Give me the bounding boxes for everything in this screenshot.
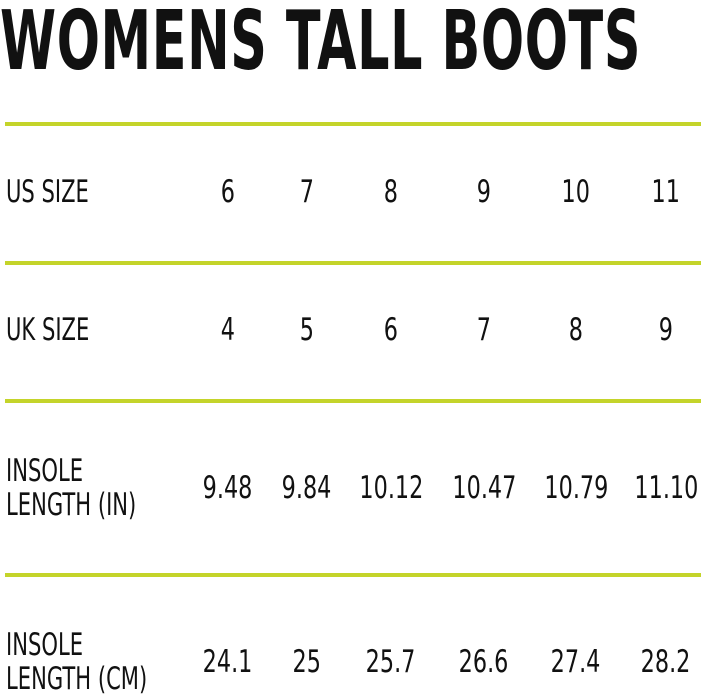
table-cell: 9.48 [168,471,288,505]
cell-value: 25.7 [366,644,416,680]
row-divider [5,122,701,126]
table-cell: 7 [247,175,367,209]
row-label-line: INSOLE [6,453,84,489]
cell-value: 26.6 [459,644,509,680]
table-cell: 10 [516,175,636,209]
table-cell: 9 [424,175,544,209]
cell-value: 11 [651,174,681,210]
table-cell: 10.47 [424,471,544,505]
row-label-line: UK SIZE [6,312,90,348]
cell-value: 10.79 [544,470,608,506]
row-label: INSOLE LENGTH (CM) [6,628,147,696]
cell-value: 6 [383,312,399,348]
table-cell: 9 [606,313,702,347]
table-cell: 25.7 [331,645,451,679]
cell-value: 9 [658,312,674,348]
cell-value: 28.2 [641,644,691,680]
cell-value: 10.12 [359,470,423,506]
table-cell: 27.4 [516,645,636,679]
table-cell: 8 [516,313,636,347]
table-cell: 10.12 [331,471,451,505]
table-cell: 28.2 [606,645,702,679]
row-label: US SIZE [6,175,89,209]
table-cell: 26.6 [424,645,544,679]
title-text: WOMENS TALL BOOTS [0,0,642,89]
cell-value: 10 [561,174,591,210]
table-cell: 11.10 [606,471,702,505]
row-label-line: LENGTH (CM) [6,661,148,697]
cell-value: 9.84 [282,470,332,506]
table-cell: 11 [606,175,702,209]
cell-value: 10.47 [452,470,516,506]
cell-value: 9.48 [203,470,253,506]
table-cell: 5 [247,313,367,347]
cell-value: 11.10 [634,470,698,506]
table-cell: 6 [168,175,288,209]
cell-value: 7 [476,312,492,348]
cell-value: 6 [220,174,236,210]
cell-value: 8 [568,312,584,348]
row-divider [5,399,701,403]
table-cell: 9.84 [247,471,367,505]
table-cell: 24.1 [168,645,288,679]
table-cell: 7 [424,313,544,347]
cell-value: 9 [476,174,492,210]
table-cell: 4 [168,313,288,347]
row-label-line: US SIZE [6,174,89,210]
row-label-line: INSOLE [6,627,84,663]
cell-value: 4 [220,312,236,348]
table-cell: 8 [331,175,451,209]
row-divider [5,261,701,265]
cell-value: 7 [299,174,315,210]
row-label-line: LENGTH (IN) [6,487,137,523]
cell-value: 5 [299,312,315,348]
row-divider [5,573,701,577]
row-label: INSOLE LENGTH (IN) [6,454,136,522]
cell-value: 8 [383,174,399,210]
cell-value: 25 [292,644,322,680]
table-cell: 10.79 [516,471,636,505]
table-cell: 6 [331,313,451,347]
row-label: UK SIZE [6,313,89,347]
table-cell: 25 [247,645,367,679]
cell-value: 27.4 [551,644,601,680]
page-title: WOMENS TALL BOOTS [0,0,702,89]
cell-value: 24.1 [203,644,253,680]
